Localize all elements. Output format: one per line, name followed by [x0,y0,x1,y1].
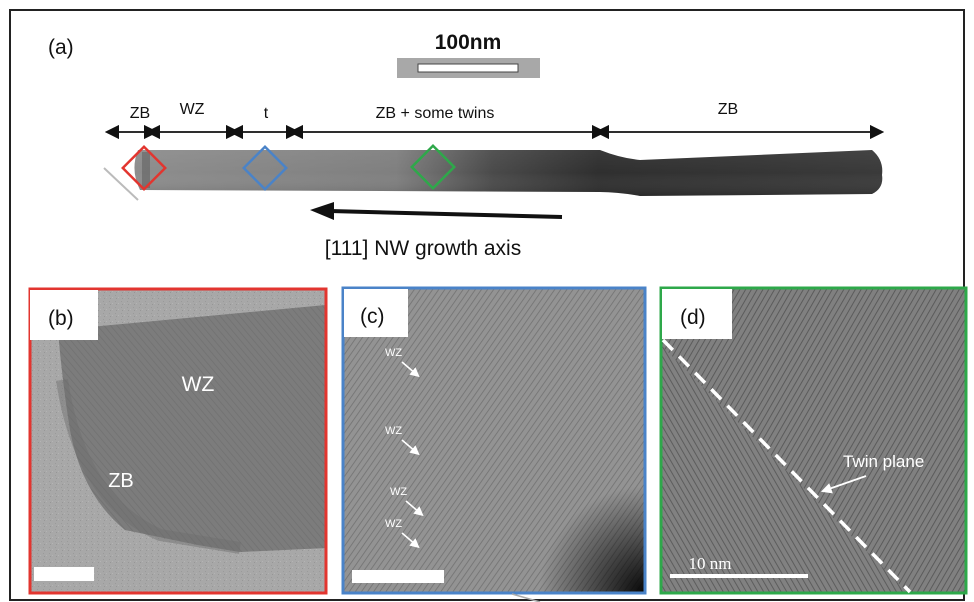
panel-b-label: (b) [48,307,74,330]
panel-c-scale-bar [352,570,444,583]
panel-b-scale-bar [34,567,94,581]
region-zb-left: ZB [130,105,150,122]
panel-c-annotation-wz-3: WZ [390,486,407,498]
region-zb-right: ZB [718,101,738,118]
panel-b: (b) WZ ZB [30,289,326,593]
panel-c-annotation-wz-2: WZ [385,425,402,437]
region-t: t [264,105,269,122]
panel-d: (d) Twin plane 10 nm [661,288,966,593]
region-zb-twins: ZB + some twins [376,105,495,122]
growth-axis-label: [111] NW growth axis [325,237,521,260]
panel-c-annotation-wz-4: WZ [385,518,402,530]
panel-d-scale-bar [670,574,808,578]
panel-d-label: (d) [680,306,706,329]
panel-d-scale-label: 10 nm [689,554,732,573]
panel-a-label: (a) [48,36,74,59]
panel-c: (c) WZ WZ WZ WZ [343,288,645,602]
scale-bar-label: 100nm [435,31,502,54]
panel-c-annotation-wz-1: WZ [385,347,402,359]
panel-b-annotation-wz: WZ [182,373,215,396]
panel-c-label: (c) [360,305,385,328]
region-wz: WZ [180,101,205,118]
panel-b-annotation-zb: ZB [108,470,134,492]
twin-plane-label: Twin plane [843,452,924,471]
